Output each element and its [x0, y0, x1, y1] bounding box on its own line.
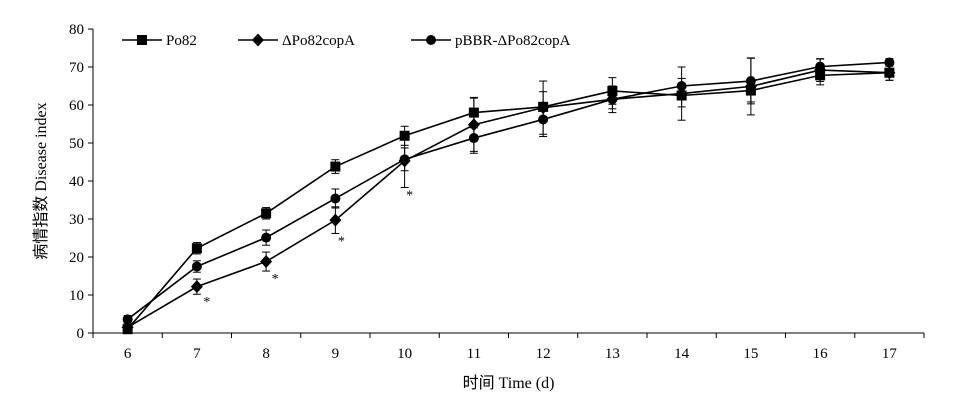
- legend-label: ΔPo82copA: [282, 33, 355, 49]
- x-tick-label: 13: [605, 346, 620, 362]
- y-tick-label: 20: [69, 250, 84, 266]
- x-tick-label: 10: [397, 346, 412, 362]
- data-point: [607, 94, 618, 105]
- y-tick-label: 70: [69, 60, 84, 76]
- data-point: [399, 154, 410, 165]
- x-tick-label: 9: [332, 346, 340, 362]
- x-tick-label: 11: [467, 346, 481, 362]
- y-tick-label: 40: [69, 174, 84, 190]
- x-tick-label: 12: [536, 346, 551, 362]
- series-circle: [122, 57, 895, 325]
- data-point: [191, 261, 202, 272]
- series-layer: [121, 57, 896, 335]
- data-point: [329, 213, 342, 227]
- legend-marker: [137, 35, 147, 45]
- significance-marker: *: [272, 272, 279, 287]
- significance-marker: *: [406, 188, 413, 203]
- data-point: [468, 133, 479, 144]
- data-point: [538, 114, 549, 125]
- x-tick-label: 14: [674, 346, 690, 362]
- significance-marker: *: [203, 295, 210, 310]
- data-point: [330, 161, 341, 172]
- data-point: [261, 208, 272, 219]
- y-tick-label: 50: [69, 136, 84, 152]
- data-point: [260, 255, 273, 269]
- series-line: [127, 61, 890, 320]
- series-square: [122, 64, 895, 335]
- x-tick-label: 17: [882, 346, 898, 362]
- axes: 0 10 20 30 40 50 60 70 80 6 7 8 9 10 11 12 13 14 15 16 17: [69, 22, 925, 362]
- data-point: [815, 61, 826, 72]
- data-point: [330, 193, 341, 204]
- data-point: [122, 314, 133, 325]
- legend-marker: [426, 35, 436, 45]
- data-point: [676, 81, 687, 91]
- x-axis-title: 时间 Time (d): [463, 374, 555, 392]
- data-point: [884, 57, 895, 68]
- data-point: [121, 320, 134, 334]
- y-tick-label: 0: [77, 326, 85, 342]
- data-point: [191, 243, 202, 254]
- y-tick-label: 60: [69, 98, 84, 114]
- x-tick-label: 7: [193, 346, 201, 362]
- legend-item: ΔPo82copA: [238, 33, 355, 49]
- x-tick-label: 16: [813, 346, 829, 362]
- legend-item: pBBR-ΔPo82copA: [411, 33, 571, 49]
- data-point: [883, 66, 896, 80]
- legend-marker: [252, 33, 264, 47]
- y-tick-label: 80: [69, 22, 84, 38]
- legend-label: Po82: [166, 33, 197, 49]
- significance-marker: *: [338, 234, 345, 249]
- data-point: [745, 76, 756, 87]
- series-line: [127, 69, 890, 328]
- series-diamond: [121, 57, 896, 334]
- x-tick-label: 15: [743, 346, 758, 362]
- legend-item: Po82: [122, 33, 197, 49]
- y-tick-label: 30: [69, 212, 84, 228]
- series-line: [127, 71, 890, 330]
- y-tick-label: 10: [69, 288, 84, 304]
- data-point: [190, 280, 203, 294]
- legend-label: pBBR-ΔPo82copA: [455, 33, 571, 49]
- y-axis-title: 病情指数 Disease index: [32, 102, 50, 259]
- legend: Po82 ΔPo82copA pBBR-ΔPo82copA: [122, 33, 571, 49]
- data-point: [261, 232, 272, 243]
- x-tick-label: 6: [124, 346, 132, 362]
- annotation-layer: * * * *: [203, 188, 413, 310]
- x-tick-label: 8: [262, 346, 270, 362]
